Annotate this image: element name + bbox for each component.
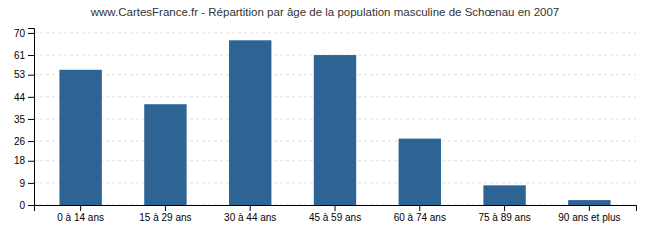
grid [34,33,636,205]
tick: 18 [14,155,34,166]
tick-label: 18 [14,155,26,166]
tick-label: 61 [14,50,26,61]
plot: 0 9 18 26 35 44 53 61 70 0 à 14 ans 15 à 29 ans 30 … [14,28,637,223]
tick-mark [504,205,505,211]
tick-mark [28,205,34,206]
tick: 60 à 74 ans [394,205,446,223]
tick-label: 26 [14,136,26,147]
tick-mark [28,183,34,184]
bar [229,40,271,205]
tick-label: 45 à 59 ans [309,212,361,223]
tick-mark [28,75,34,76]
tick-label: 60 à 74 ans [394,212,446,223]
tick: 70 [14,28,34,39]
axis-line [28,29,35,206]
tick-label: 15 à 29 ans [139,212,191,223]
tick-label: 70 [14,28,26,39]
tick: 44 [14,92,34,103]
tick: 26 [14,136,34,147]
axis-line [35,206,637,212]
tick-mark [28,55,34,56]
title: www.CartesFrance.fr - Répartition par âg… [90,6,560,18]
tick-label: 0 à 14 ans [57,212,104,223]
tick-mark [80,205,81,211]
tick-label: 75 à 89 ans [478,212,530,223]
tick-mark [335,205,336,211]
tick-mark [28,33,34,34]
tick-mark [28,161,34,162]
tick: 53 [14,69,34,80]
tick-mark [419,205,420,211]
bar [483,185,525,205]
tick: 9 [19,178,34,189]
tick-mark [250,205,251,211]
bars [59,40,610,205]
tick-label: 30 à 44 ans [224,212,276,223]
tick: 61 [14,50,34,61]
tick-mark [28,97,34,98]
tick-mark [589,205,590,211]
chart: 0 9 18 26 35 44 53 61 70 0 à 14 ans 15 à 29 ans 30 … [0,0,650,229]
tick-label: 35 [14,114,26,125]
bar [59,70,101,205]
bar [399,139,441,205]
tick-mark [28,119,34,120]
tick: 75 à 89 ans [478,205,530,223]
tick: 90 ans et plus [558,205,620,223]
grid-line [34,32,636,33]
tick-label: 9 [19,178,25,189]
tick-label: 44 [14,92,26,103]
tick: 30 à 44 ans [224,205,276,223]
tick: 0 à 14 ans [57,205,104,223]
bar [314,55,356,205]
bar [144,104,186,205]
tick-mark [28,141,34,142]
tick: 15 à 29 ans [139,205,191,223]
bar [568,200,610,205]
tick-label: 90 ans et plus [558,212,620,223]
tick-mark [165,205,166,211]
x-axis: 0 à 14 ans 15 à 29 ans 30 à 44 ans 45 à 59 … [35,205,637,223]
tick-label: 53 [14,69,26,80]
tick-label: 0 [19,200,25,211]
y-axis: 0 9 18 26 35 44 53 61 70 [14,28,35,211]
tick: 0 [19,200,34,211]
tick: 45 à 59 ans [309,205,361,223]
tick: 35 [14,114,34,125]
